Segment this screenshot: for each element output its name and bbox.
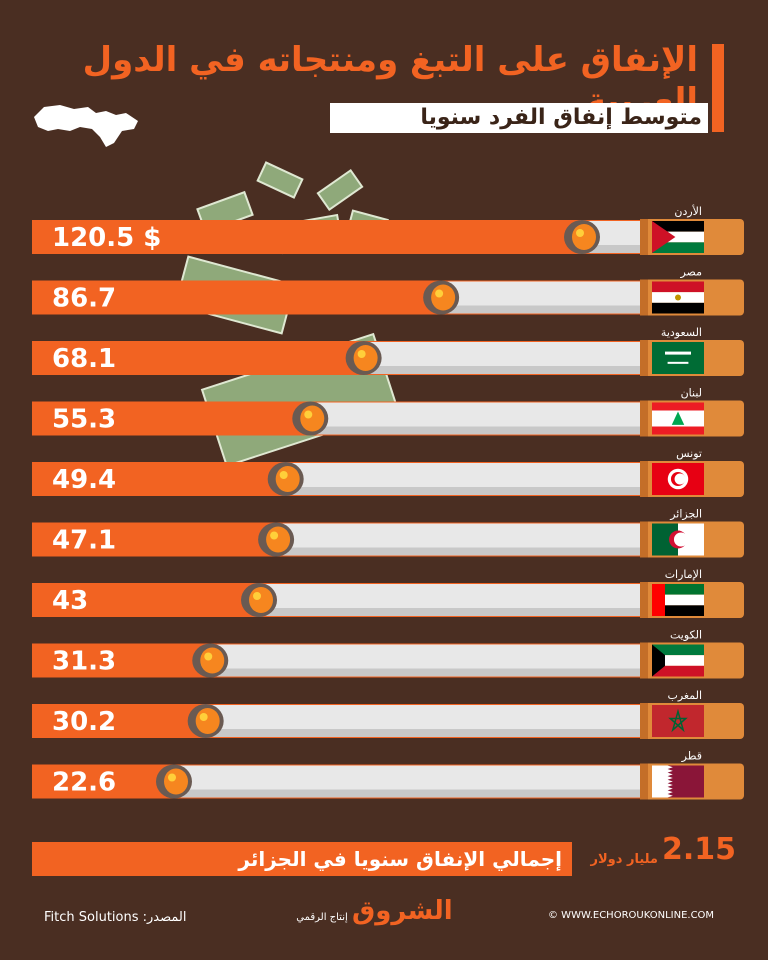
category-label: مصر [679, 266, 702, 279]
page-subtitle: متوسط إنفاق الفرد سنويا [420, 105, 702, 130]
cigarette-ember [275, 466, 300, 492]
value-label: 22.6 [52, 768, 116, 798]
bar [32, 220, 640, 254]
category-label: الجزائر [669, 508, 702, 521]
cigarette-ember-glow [304, 410, 313, 419]
footer-source: Fitch Solutions :المصدر [44, 910, 187, 925]
category-label: الإمارات [665, 568, 702, 581]
cigarette-shadow [369, 366, 640, 374]
arab-world-map-icon [34, 105, 138, 147]
cigarette-ember-glow [357, 350, 366, 358]
cigarette-ember [200, 647, 225, 674]
title-accent-bar [712, 44, 724, 132]
value-label: 120.5 $ [52, 223, 161, 253]
cigarette-ember [353, 345, 378, 371]
cigarette-ember [164, 768, 188, 795]
cigarette-ember-glow [435, 289, 444, 298]
category-label: الأردن [674, 204, 702, 218]
value-label: 55.3 [52, 405, 116, 435]
cigarette-ember-glow [253, 592, 262, 600]
cigarette-ember-glow [168, 773, 176, 782]
cigarette-filter-edge [640, 279, 648, 316]
cigarette-ember-glow [279, 471, 288, 479]
total-bar [32, 842, 572, 876]
total-unit: مليار دولار [590, 852, 658, 867]
value-label: 86.7 [52, 284, 116, 314]
subtitle-box [330, 103, 708, 133]
cigarette-ember-glow [576, 229, 584, 237]
footer-production: إنتاج الرقمي [296, 912, 348, 923]
cigarette-shadow [588, 245, 640, 253]
cigarette-shadow [180, 789, 640, 798]
footer-brand-logo: الشروق [352, 896, 453, 926]
cigarette-shadow [211, 729, 640, 737]
category-label: قطر [681, 750, 702, 763]
cigarette-filter-edge [640, 340, 648, 376]
cigarette-filter-edge [640, 219, 648, 255]
category-label: تونس [676, 447, 702, 460]
cigarette-filter-edge [640, 642, 648, 679]
cigarette-filter-edge [640, 582, 648, 618]
value-label: 30.2 [52, 707, 116, 737]
cigarette-ember [431, 284, 456, 311]
value-label: 43 [52, 586, 88, 616]
value-label: 49.4 [52, 465, 116, 495]
cigarette-ember [249, 587, 274, 613]
category-label: الكويت [670, 629, 702, 642]
cigarette-ember [572, 224, 596, 250]
cigarette-shadow [447, 305, 640, 314]
cigarette-ember [266, 526, 291, 553]
cigarette-ember-glow [204, 652, 213, 661]
cigarette-shadow [291, 487, 640, 495]
cigarette-filter-edge [640, 461, 648, 497]
cigarette-ember-glow [270, 531, 279, 540]
cigarette-shadow [282, 547, 640, 556]
cigarette-filter-edge [640, 703, 648, 739]
cigarette-filter-edge [640, 400, 648, 437]
category-label: المغرب [668, 689, 703, 702]
cigarette-ember [195, 708, 220, 734]
total-value: 2.15 [662, 832, 737, 867]
cigarette-ember [300, 405, 325, 432]
total-label: إجمالي الإنفاق سنويا في الجزائر [238, 847, 562, 871]
cigarette-shadow [216, 668, 641, 677]
category-label: السعودية [661, 326, 702, 339]
cigarette-ember-glow [199, 713, 208, 721]
cigarette-shadow [316, 426, 640, 435]
cigarette-filter-edge [640, 521, 648, 558]
category-label: لبنان [681, 387, 702, 400]
value-label: 68.1 [52, 344, 116, 374]
value-label: 47.1 [52, 526, 116, 556]
cigarette-shadow [265, 608, 640, 616]
footer-website: © WWW.ECHOROUKONLINE.COM [548, 910, 715, 921]
value-label: 31.3 [52, 647, 116, 677]
cigarette-filter-edge [640, 763, 648, 800]
